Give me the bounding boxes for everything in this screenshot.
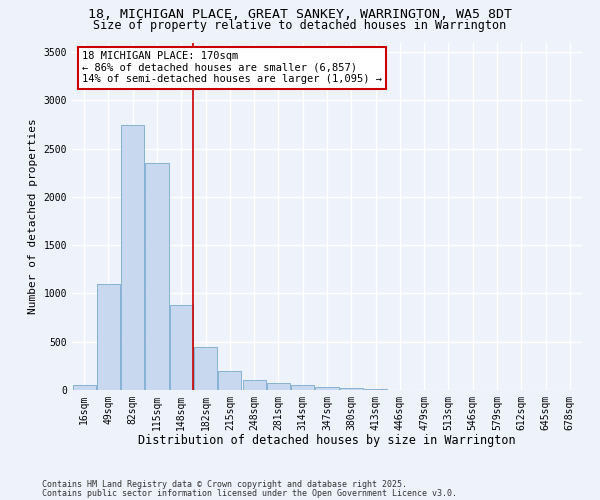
Bar — [267, 383, 290, 390]
Y-axis label: Number of detached properties: Number of detached properties — [28, 118, 38, 314]
Bar — [340, 388, 363, 390]
Text: 18, MICHIGAN PLACE, GREAT SANKEY, WARRINGTON, WA5 8DT: 18, MICHIGAN PLACE, GREAT SANKEY, WARRIN… — [88, 8, 512, 20]
Bar — [242, 380, 266, 390]
Bar — [291, 385, 314, 390]
Bar — [97, 284, 120, 390]
X-axis label: Distribution of detached houses by size in Warrington: Distribution of detached houses by size … — [138, 434, 516, 448]
Bar — [218, 370, 241, 390]
Text: Contains public sector information licensed under the Open Government Licence v3: Contains public sector information licen… — [42, 488, 457, 498]
Bar — [316, 387, 338, 390]
Bar — [364, 389, 387, 390]
Text: Size of property relative to detached houses in Warrington: Size of property relative to detached ho… — [94, 18, 506, 32]
Bar — [194, 346, 217, 390]
Bar — [170, 305, 193, 390]
Bar — [145, 163, 169, 390]
Text: Contains HM Land Registry data © Crown copyright and database right 2025.: Contains HM Land Registry data © Crown c… — [42, 480, 407, 489]
Bar — [73, 385, 95, 390]
Text: 18 MICHIGAN PLACE: 170sqm
← 86% of detached houses are smaller (6,857)
14% of se: 18 MICHIGAN PLACE: 170sqm ← 86% of detac… — [82, 51, 382, 84]
Bar — [121, 124, 144, 390]
